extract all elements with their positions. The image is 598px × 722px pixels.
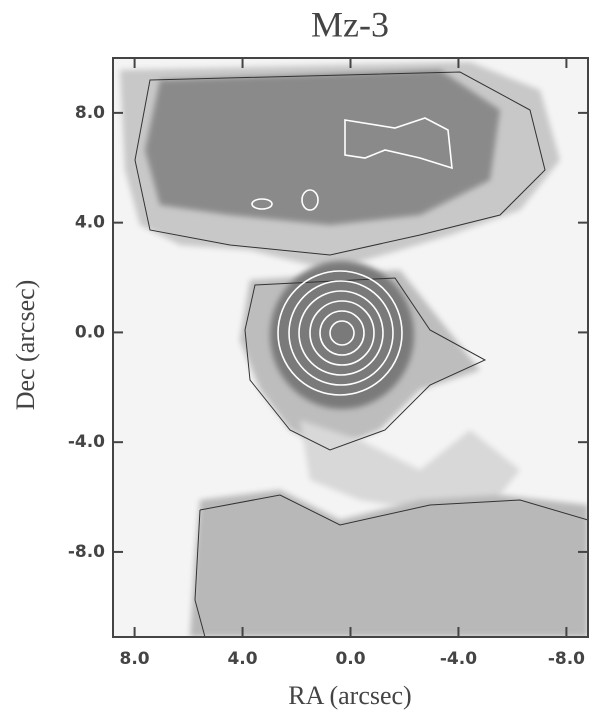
y-tick-label: -8.0 <box>68 542 105 562</box>
contour <box>288 280 394 386</box>
contour <box>301 189 319 211</box>
y-tick-label: 8.0 <box>75 103 105 123</box>
y-tick-label: -4.0 <box>68 432 105 452</box>
contour <box>319 310 365 356</box>
x-tick-label: 4.0 <box>227 649 257 669</box>
contour <box>134 71 546 256</box>
y-axis-title: Dec (arcsec) <box>11 280 40 411</box>
x-axis-title: RA (arcsec) <box>288 681 411 710</box>
contour <box>277 270 403 396</box>
contour <box>309 300 375 366</box>
contour <box>194 494 588 637</box>
chart-title: Mz-3 <box>311 4 389 44</box>
x-tick-label: -8.0 <box>548 649 585 669</box>
image-layer <box>113 58 588 637</box>
x-tick-label: 8.0 <box>120 649 150 669</box>
contour <box>329 320 355 346</box>
emission-region <box>190 490 588 637</box>
y-tick-label: 0.0 <box>75 322 105 342</box>
contour <box>344 117 453 170</box>
contour <box>298 290 384 376</box>
x-tick-label: 0.0 <box>335 649 365 669</box>
x-tick-label: -4.0 <box>440 649 477 669</box>
core-contours <box>251 117 453 396</box>
y-tick-label: 4.0 <box>75 213 105 233</box>
contour <box>251 198 273 210</box>
contours <box>134 71 588 637</box>
emission-region <box>145 70 500 225</box>
contour <box>244 277 487 451</box>
emission-region <box>300 420 520 520</box>
